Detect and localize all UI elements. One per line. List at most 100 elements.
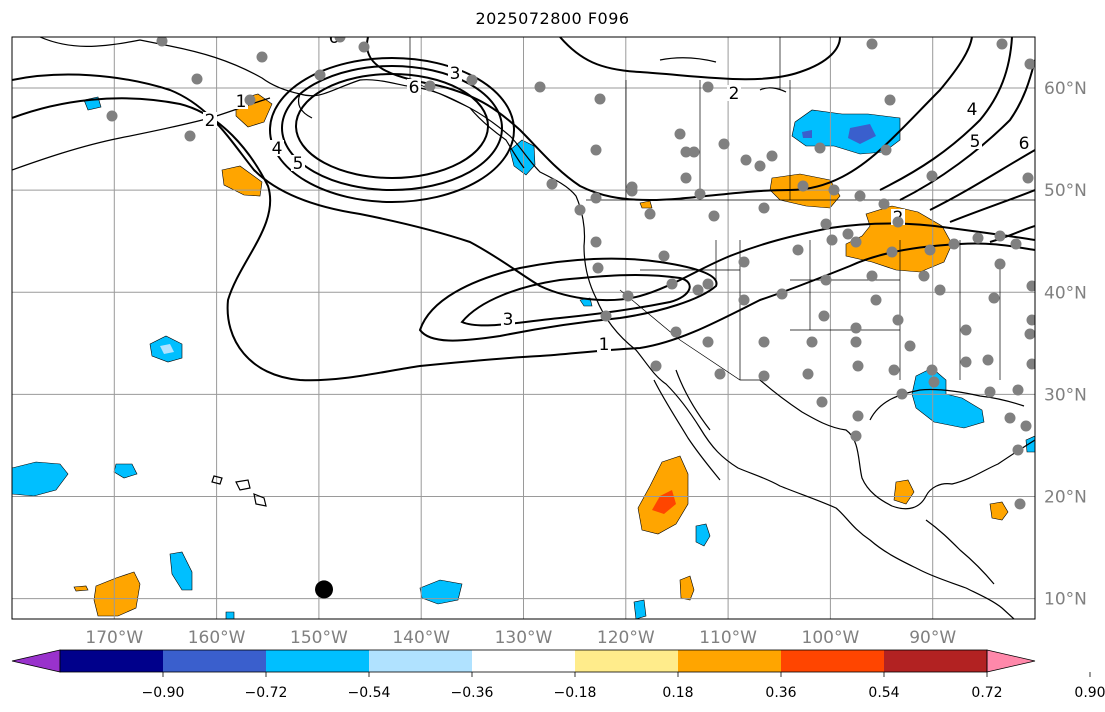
contour-labels: 13234554122666 bbox=[203, 37, 1031, 355]
station-dot bbox=[334, 37, 346, 43]
colorbar-tick-label: 0.36 bbox=[765, 685, 796, 701]
station-dot bbox=[738, 256, 750, 268]
positive-anomaly-area bbox=[989, 501, 1009, 521]
station-dot bbox=[702, 336, 714, 348]
positive-anomaly-area bbox=[73, 585, 89, 592]
station-dot bbox=[666, 278, 678, 290]
station-dot bbox=[546, 178, 558, 190]
negative-anomaly-area bbox=[419, 579, 463, 605]
station-dot bbox=[797, 180, 809, 192]
station-dot bbox=[892, 314, 904, 326]
political-borders bbox=[409, 37, 1035, 381]
colorbar-segment bbox=[60, 650, 164, 672]
station-dot bbox=[918, 270, 930, 282]
colorbar-tick-label: 0.54 bbox=[868, 685, 899, 701]
station-dot bbox=[926, 364, 938, 376]
station-dot bbox=[924, 244, 936, 256]
contour-label: 3 bbox=[450, 64, 461, 84]
contour-label: 5 bbox=[293, 154, 304, 174]
colorbar-tick-label: −0.72 bbox=[245, 685, 288, 701]
station-dot bbox=[714, 368, 726, 380]
colorbar-segment bbox=[781, 650, 885, 672]
colorbar-tick-label: 0.72 bbox=[971, 685, 1002, 701]
station-dot bbox=[928, 376, 940, 388]
contour-label: 5 bbox=[970, 132, 981, 152]
station-dot bbox=[1020, 420, 1032, 432]
contour-label-bg bbox=[291, 155, 305, 171]
station-dot bbox=[888, 364, 900, 376]
station-dot bbox=[852, 360, 864, 372]
latitude-tick-label: 30°N bbox=[1044, 385, 1087, 405]
contour-label: 6 bbox=[1019, 134, 1030, 154]
map-title: 2025072800 F096 bbox=[475, 9, 630, 28]
longitude-tick-label: 130°W bbox=[495, 628, 553, 648]
station-dot bbox=[674, 128, 686, 140]
longitude-tick-label: 140°W bbox=[392, 628, 450, 648]
colorbar-tick-label: −0.54 bbox=[348, 685, 391, 701]
station-dot bbox=[692, 284, 704, 296]
station-dot bbox=[996, 38, 1008, 50]
negative-anomaly-area bbox=[695, 523, 711, 547]
map-frame bbox=[11, 36, 1036, 620]
station-dot bbox=[850, 336, 862, 348]
station-dot bbox=[1026, 358, 1035, 370]
contour-label-bg bbox=[270, 140, 284, 156]
station-dot bbox=[644, 208, 656, 220]
station-dot bbox=[960, 356, 972, 368]
station-dot bbox=[758, 370, 770, 382]
contour-label: 2 bbox=[729, 84, 740, 104]
station-dot bbox=[670, 326, 682, 338]
station-dot bbox=[814, 142, 826, 154]
station-dot bbox=[534, 81, 546, 93]
station-dot bbox=[754, 160, 766, 172]
station-dot bbox=[758, 202, 770, 214]
contour-label-bg bbox=[203, 112, 217, 128]
station-dot bbox=[1010, 238, 1022, 250]
colorbar-extend-max bbox=[986, 649, 1036, 673]
station-dot bbox=[680, 146, 692, 158]
positive-anomaly-area bbox=[221, 165, 263, 197]
station-dot bbox=[184, 130, 196, 142]
station-dot bbox=[852, 410, 864, 422]
station-dot bbox=[1012, 384, 1024, 396]
colorbar-tick-label: −0.36 bbox=[451, 685, 494, 701]
colorbar-tick-label: −0.90 bbox=[142, 685, 185, 701]
contour-label: 4 bbox=[967, 100, 978, 120]
colorbar-tick-label: −0.18 bbox=[554, 685, 597, 701]
station-dot bbox=[424, 80, 436, 92]
station-dot bbox=[740, 154, 752, 166]
contour-label: 1 bbox=[599, 335, 610, 355]
station-dot bbox=[816, 396, 828, 408]
latitude-tick-label: 50°N bbox=[1044, 181, 1087, 201]
station-dot bbox=[1024, 58, 1035, 70]
station-dot bbox=[866, 270, 878, 282]
latitude-tick-label: 20°N bbox=[1044, 487, 1087, 507]
negative-anomaly-area bbox=[509, 139, 536, 176]
station-dot bbox=[982, 354, 994, 366]
colorbar-frame bbox=[59, 649, 988, 673]
longitude-labels: 170°W 160°W 150°W 140°W 130°W 120°W 110°W 100°W… bbox=[85, 628, 956, 648]
contour-label-bg bbox=[727, 85, 741, 101]
station-dot bbox=[600, 310, 612, 322]
negative-anomaly-area bbox=[160, 344, 174, 354]
colorbar-segment bbox=[472, 650, 576, 672]
station-dot bbox=[948, 238, 960, 250]
colorbar-tick-label: 0.90 bbox=[1074, 685, 1105, 701]
station-dot bbox=[866, 38, 878, 50]
station-dot bbox=[820, 274, 832, 286]
station-dot bbox=[892, 216, 904, 228]
negative-anomaly-area bbox=[1025, 435, 1035, 453]
longitude-tick-label: 170°W bbox=[85, 628, 143, 648]
longitude-tick-label: 150°W bbox=[290, 628, 348, 648]
negative-anomaly-area bbox=[12, 461, 69, 497]
station-dot bbox=[880, 144, 892, 156]
station-dot bbox=[842, 228, 854, 240]
station-dot bbox=[314, 69, 326, 81]
latitude-tick-label: 40°N bbox=[1044, 283, 1087, 303]
station-dot bbox=[650, 360, 662, 372]
station-dot bbox=[988, 292, 1000, 304]
station-dot bbox=[926, 170, 938, 182]
contour-label-bg bbox=[448, 65, 462, 81]
station-dot bbox=[972, 232, 984, 244]
